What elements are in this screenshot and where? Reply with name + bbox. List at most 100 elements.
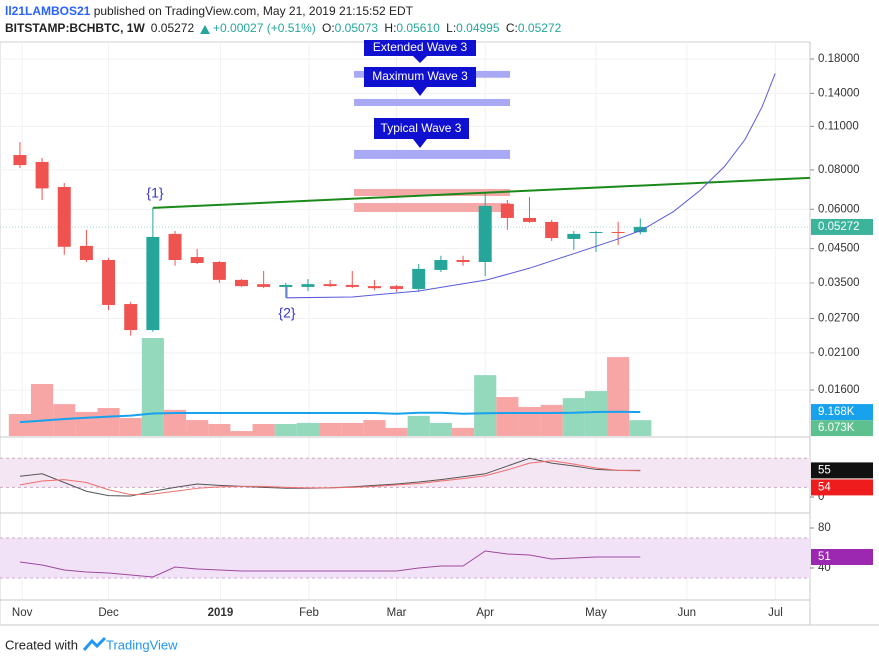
author[interactable]: ll21LAMBOS21 <box>5 4 91 18</box>
y-tick-label: 0.01600 <box>818 384 860 396</box>
band <box>0 458 810 488</box>
candle-body <box>633 226 647 233</box>
candle-body <box>146 236 160 331</box>
y-tick-label: 0 <box>818 491 824 503</box>
logo-icon <box>82 636 107 651</box>
volume-bar <box>474 375 497 436</box>
callout-box <box>364 67 476 87</box>
axis-tag-label: 51 <box>818 551 831 563</box>
candle-body <box>79 245 93 260</box>
candle-body <box>279 284 293 287</box>
x-tick-label: Nov <box>12 607 33 619</box>
symbol: BITSTAMP:BCHBTC, 1W <box>5 21 145 35</box>
candle-body <box>523 217 537 222</box>
volume-bar <box>629 420 652 436</box>
volume-bar <box>496 397 519 436</box>
candle-body <box>545 221 559 239</box>
callout: Extended Wave 3 <box>373 40 468 54</box>
candle-body <box>478 205 492 262</box>
callout-arrow <box>413 87 427 96</box>
tradingview-logo[interactable]: TradingView <box>82 636 178 652</box>
candle-body <box>124 304 138 331</box>
footer-brand[interactable]: TradingView <box>106 637 178 652</box>
callout-arrow <box>413 56 427 63</box>
candle-body <box>212 261 226 280</box>
volume-bar <box>518 406 541 436</box>
axis-tag <box>811 404 873 421</box>
y-tick-label: 0.02700 <box>818 312 860 324</box>
volume-bar <box>119 417 142 436</box>
candle-body <box>323 284 337 287</box>
up-triangle <box>200 25 210 34</box>
candle-body <box>57 187 71 247</box>
candle-body <box>412 268 426 289</box>
axis-tag-label: 0.05272 <box>818 221 860 233</box>
axis-tag-label: 9.168K <box>818 406 855 418</box>
candle-body <box>35 161 49 189</box>
wave-label: {1} <box>146 185 163 201</box>
wave-label: {2} <box>278 305 295 321</box>
x-tick-label: Feb <box>299 607 319 619</box>
background-layer: Nov Dec 2019 Feb Mar Apr May Jun Jul 0.18000 0.140… <box>0 41 879 626</box>
volume-bar <box>75 411 98 436</box>
volume-bar <box>341 422 364 436</box>
price-zone <box>354 149 511 159</box>
volume-bar <box>208 423 231 436</box>
drawn-line <box>152 176 811 209</box>
volume-bar <box>141 338 164 436</box>
volume-bar <box>540 404 563 436</box>
x-tick-label: Apr <box>476 607 494 619</box>
ohlc-label: L: <box>446 21 456 35</box>
indicator-line <box>19 460 641 496</box>
candle-body <box>500 203 514 218</box>
y-tick-label: 40 <box>818 562 831 574</box>
ohlc-value: 0.05272 <box>518 21 562 35</box>
volume-ma <box>19 410 641 424</box>
volume-bar <box>363 420 386 436</box>
ohlc: O:0.05073 H:0.05610 L:0.04995 C:0.05272 <box>322 21 562 35</box>
x-tick-label: May <box>585 607 607 619</box>
volume-bar <box>562 398 585 436</box>
y-tick-label: 0.14000 <box>818 87 860 99</box>
volume-bar <box>97 408 120 436</box>
candle-body <box>345 284 359 287</box>
volume-bar <box>407 415 430 436</box>
volume-bar <box>186 420 209 436</box>
y-tick-label: 0.06000 <box>818 203 860 215</box>
volume-bar <box>385 427 408 436</box>
x-tick-label: 2019 <box>208 607 234 619</box>
candle-body <box>611 232 625 234</box>
callout: Typical Wave 3 <box>381 121 462 135</box>
volume-bar <box>163 409 187 436</box>
x-tick-label: Dec <box>98 607 119 619</box>
axis-tag-label: 6.073K <box>818 422 855 434</box>
plot-background <box>0 41 811 626</box>
band <box>0 538 810 578</box>
volume-bar <box>53 404 76 436</box>
volume-bar <box>607 357 630 436</box>
ohlc-label: O: <box>322 21 335 35</box>
volume-bar <box>296 422 320 436</box>
candle-body <box>456 259 470 262</box>
change: +0.00027 (+0.51%) <box>213 21 316 35</box>
volume-bar <box>8 414 32 436</box>
volume-bar <box>31 383 54 436</box>
volume-bar <box>252 423 275 436</box>
volume-bar <box>274 423 297 436</box>
y-tick-label: 80 <box>818 522 831 534</box>
volume-bar <box>319 422 342 436</box>
price-zone <box>354 188 511 197</box>
footer-created: Created with <box>5 637 78 652</box>
candle-body <box>190 257 204 264</box>
candle-body <box>168 233 182 260</box>
candle-body <box>102 259 116 305</box>
header-line: ll21LAMBOS21 published on TradingView.co… <box>5 4 414 18</box>
candle-body <box>13 155 27 166</box>
x-tick-label: Mar <box>387 607 407 619</box>
axis-tag <box>811 420 873 437</box>
price-zone <box>354 98 511 106</box>
candle-body <box>434 259 448 270</box>
callout-arrow <box>413 139 427 148</box>
axis-tag <box>811 218 873 235</box>
candle-body <box>301 284 315 287</box>
